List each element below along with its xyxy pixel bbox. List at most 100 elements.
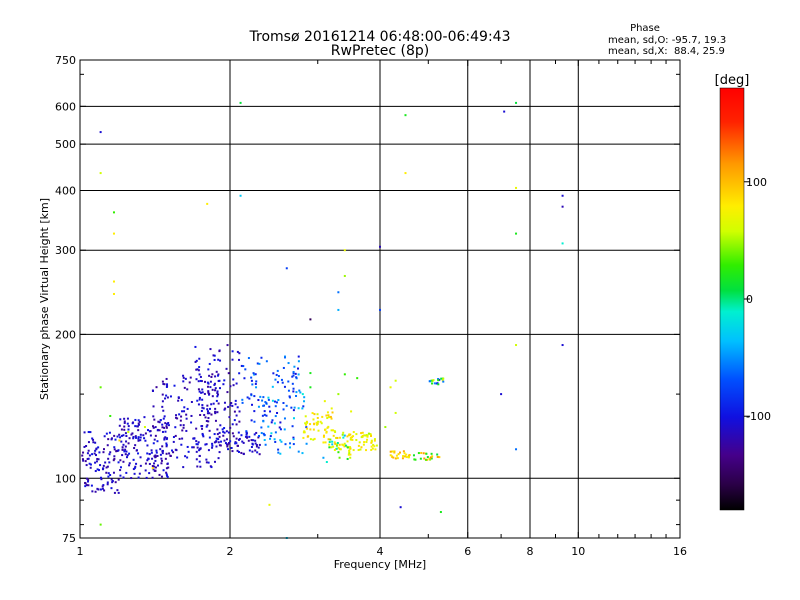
data-point [343,274,346,277]
data-point [352,435,355,438]
data-point [137,452,140,455]
data-point [304,415,307,418]
data-point [151,476,154,479]
data-point [86,458,89,461]
data-point [359,448,362,451]
data-point [367,432,370,435]
data-point [206,410,209,413]
data-point [237,431,240,434]
data-point [373,445,376,448]
data-point [239,194,242,197]
data-point [293,365,296,368]
data-point [211,442,214,445]
data-point [362,443,365,446]
data-point [198,390,201,393]
data-point [215,437,218,440]
data-point [271,399,274,402]
data-point [86,452,89,455]
data-point [161,450,164,453]
data-point [297,367,299,370]
data-point [321,415,324,418]
data-point [125,440,128,443]
data-point [202,435,205,438]
data-point [267,396,270,399]
data-point [336,436,339,439]
data-point [212,402,215,405]
data-point [374,448,377,451]
data-point [212,354,215,357]
data-point [138,472,141,475]
data-point [139,433,142,436]
data-point [132,437,135,440]
data-point [424,458,427,461]
data-point [238,450,240,453]
data-point [175,414,178,417]
x-tick-label: 8 [527,545,534,558]
data-point [204,443,207,446]
data-point [263,413,266,416]
data-point [134,425,137,428]
data-point [277,399,280,402]
data-point [169,395,172,398]
data-point [195,458,198,461]
data-point [262,396,265,399]
data-point [119,436,122,439]
data-point [165,423,168,426]
data-point [292,387,295,390]
data-point [196,368,199,371]
data-point [112,280,115,283]
data-point [316,423,319,426]
y-tick-label: 300 [55,244,76,257]
data-point [117,478,120,481]
data-point [192,437,195,440]
data-point [247,439,250,442]
data-point [413,458,416,461]
data-point [335,436,338,439]
x-tick-label: 16 [673,545,687,558]
data-point [265,360,268,363]
data-point [420,451,423,454]
data-point [181,429,184,432]
data-point [182,426,185,429]
data-point [253,410,256,413]
data-point [133,467,136,470]
data-point [147,457,150,460]
data-point [87,484,90,487]
data-point [293,406,296,409]
data-point [437,378,440,381]
data-point [337,291,340,294]
data-point [232,378,235,381]
data-point [299,391,302,394]
data-point [217,358,220,361]
data-point [276,369,279,372]
data-point [162,409,165,412]
data-point [250,379,253,382]
data-point [297,373,300,376]
data-point [213,441,216,444]
data-point [85,477,88,480]
data-point [309,438,312,441]
data-point [301,452,304,455]
data-point [343,442,346,445]
data-point [204,416,207,419]
chart-title: Tromsø 20161214 06:48:00-06:49:43 [249,29,511,45]
data-point [405,453,408,456]
data-point [232,384,235,387]
data-point [334,442,337,445]
data-point [241,398,244,401]
data-point [229,440,232,443]
data-point [233,419,236,422]
data-point [358,441,361,444]
data-point [139,456,142,459]
data-point [360,436,363,439]
data-point [276,381,279,384]
data-point [226,391,229,394]
data-point [389,450,392,453]
data-point [326,417,329,420]
data-point [277,451,280,454]
data-point [128,452,131,455]
data-point [134,465,137,468]
data-point [165,444,168,447]
data-point [335,447,338,450]
data-point [133,447,136,450]
